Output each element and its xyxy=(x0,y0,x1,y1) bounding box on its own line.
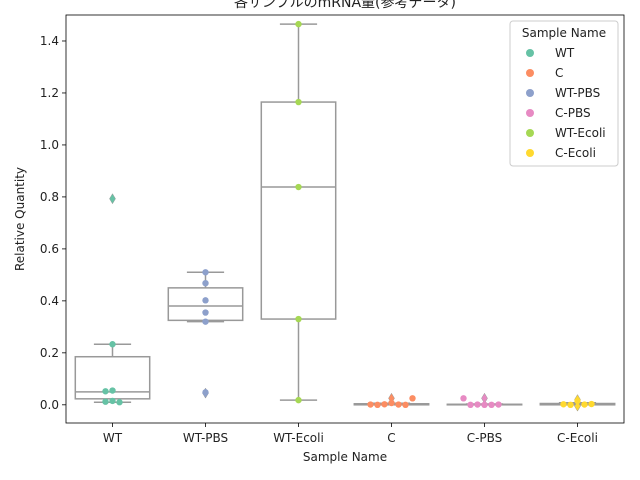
data-point xyxy=(474,401,481,408)
legend-frame xyxy=(509,20,619,167)
legend-marker xyxy=(526,89,534,97)
legend-marker xyxy=(526,129,534,137)
data-point xyxy=(295,183,302,191)
data-point xyxy=(388,399,395,407)
legend-label: WT xyxy=(555,46,575,60)
data-point xyxy=(374,401,381,409)
data-point xyxy=(102,398,109,405)
data-point xyxy=(202,269,209,276)
legend-marker xyxy=(526,109,534,117)
y-tick-label: 0.4 xyxy=(40,294,59,308)
points-wt-ecoli xyxy=(295,20,302,404)
data-point xyxy=(402,401,409,409)
data-point xyxy=(202,279,209,287)
data-point xyxy=(202,318,209,325)
legend-label: C xyxy=(555,66,563,80)
data-point xyxy=(567,401,574,409)
points-c xyxy=(367,395,416,409)
points-wt xyxy=(102,341,123,406)
data-point xyxy=(295,396,302,404)
data-point xyxy=(367,401,374,408)
data-point xyxy=(102,388,109,395)
data-point xyxy=(495,401,502,408)
x-tick-label: WT-PBS xyxy=(183,431,228,445)
chart-title: 各サンプルのmRNA量(参考データ) xyxy=(234,0,456,11)
points-layer xyxy=(102,20,595,409)
y-tick-label: 0.0 xyxy=(40,398,59,412)
data-point xyxy=(409,395,416,402)
data-point xyxy=(109,397,116,405)
points-c-ecoli xyxy=(560,397,595,409)
y-tick-label: 1.2 xyxy=(40,86,59,100)
legend-label: C-PBS xyxy=(555,106,591,120)
y-tick-label: 0.8 xyxy=(40,190,59,204)
data-point xyxy=(488,401,495,409)
legend-marker xyxy=(526,69,534,77)
x-axis-label: Sample Name xyxy=(303,450,387,464)
y-tick-label: 0.2 xyxy=(40,346,59,360)
data-point xyxy=(295,98,302,106)
outlier-marker xyxy=(574,400,581,412)
legend-label: C-Ecoli xyxy=(555,146,596,160)
x-axis: WT WT-PBS WT-Ecoli C C-PBS C-Ecoli xyxy=(103,423,598,445)
data-point xyxy=(202,389,209,396)
data-point xyxy=(381,401,388,408)
box-body xyxy=(260,101,337,320)
x-tick-label: C xyxy=(387,431,395,445)
data-point xyxy=(481,401,488,409)
data-point xyxy=(202,297,209,304)
legend-label: WT-Ecoli xyxy=(555,126,606,140)
legend-marker xyxy=(526,149,534,157)
legend: Sample Name WT C WT-PBS C-PBS WT-Ecoli C-Ecol… xyxy=(509,20,619,167)
data-point xyxy=(588,400,595,408)
x-tick-label: C-PBS xyxy=(467,431,503,445)
data-point xyxy=(467,401,474,409)
y-tick-label: 1.4 xyxy=(40,34,59,48)
data-point xyxy=(109,341,116,348)
legend-marker xyxy=(526,49,534,57)
legend-title: Sample Name xyxy=(522,26,606,40)
data-point xyxy=(202,309,209,316)
y-axis-label: Relative Quantity xyxy=(13,167,27,271)
y-tick-label: 1.0 xyxy=(40,138,59,152)
outlier-marker xyxy=(109,193,116,205)
data-point xyxy=(295,20,302,28)
y-tick-label: 0.6 xyxy=(40,242,59,256)
points-c-pbs xyxy=(460,395,502,409)
x-tick-label: C-Ecoli xyxy=(557,431,598,445)
data-point xyxy=(295,315,302,323)
data-point xyxy=(581,401,588,408)
data-point xyxy=(395,401,402,408)
x-tick-label: WT-Ecoli xyxy=(273,431,324,445)
box-wt-ecoli xyxy=(260,23,337,401)
data-point xyxy=(460,395,467,402)
points-wt-pbs xyxy=(202,269,209,396)
legend-label: WT-PBS xyxy=(555,86,600,100)
data-point xyxy=(560,401,567,408)
x-tick-label: WT xyxy=(103,431,123,445)
boxes-layer xyxy=(74,23,616,412)
data-point xyxy=(574,397,581,405)
y-axis: 0.0 0.2 0.4 0.6 0.8 1.0 1.2 1.4 xyxy=(40,34,66,412)
data-point xyxy=(109,387,116,394)
data-point xyxy=(116,399,123,406)
